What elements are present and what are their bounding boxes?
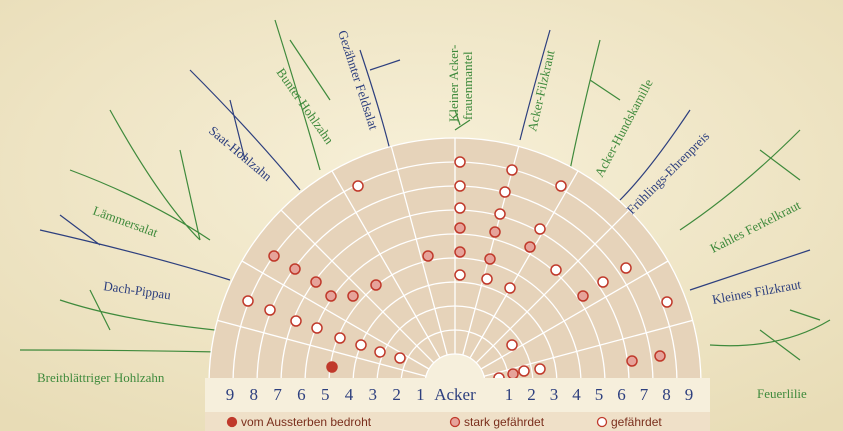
scale-label: 9	[685, 385, 694, 404]
status-dot	[482, 274, 492, 284]
status-dot	[455, 247, 465, 257]
status-dot	[423, 251, 433, 261]
status-dot	[556, 181, 566, 191]
legend-label: vom Aussterben bedroht	[241, 415, 372, 429]
status-dot	[535, 224, 545, 234]
status-dot	[312, 323, 322, 333]
status-dot	[485, 254, 495, 264]
scale-label: 7	[273, 385, 282, 404]
status-dot	[265, 305, 275, 315]
status-dot	[269, 251, 279, 261]
status-dot	[662, 297, 672, 307]
scale-label: 5	[321, 385, 330, 404]
status-dot	[508, 369, 518, 379]
legend-label: stark gefährdet	[464, 415, 545, 429]
status-dot	[326, 291, 336, 301]
scale-label: 5	[595, 385, 604, 404]
status-dot	[598, 277, 608, 287]
status-dot	[455, 181, 465, 191]
scale-label: 4	[572, 385, 581, 404]
scale-label: 3	[550, 385, 559, 404]
status-dot	[375, 347, 385, 357]
status-dot	[348, 291, 358, 301]
legend-marker	[228, 418, 237, 427]
status-dot	[455, 223, 465, 233]
status-dot	[500, 187, 510, 197]
infographic: Breitblättriger Hohlzahn Dach-Pippau Läm…	[0, 0, 843, 431]
scale-label: 9	[226, 385, 235, 404]
status-dot	[335, 333, 345, 343]
scale-label: 6	[297, 385, 306, 404]
status-dot	[627, 356, 637, 366]
scale-label: 8	[662, 385, 671, 404]
status-dot	[243, 296, 253, 306]
status-dot	[551, 265, 561, 275]
status-dot	[490, 227, 500, 237]
species-label: frauenmantel	[460, 51, 475, 120]
status-dot	[455, 203, 465, 213]
status-dot	[290, 264, 300, 274]
scale-label: 3	[369, 385, 378, 404]
scale-center: Acker	[434, 385, 476, 404]
scale-label: 1	[416, 385, 425, 404]
scale-label: 4	[345, 385, 354, 404]
status-dot	[535, 364, 545, 374]
legend-marker	[598, 418, 607, 427]
status-dot	[525, 242, 535, 252]
status-dot	[519, 366, 529, 376]
status-dot	[395, 353, 405, 363]
status-dot	[495, 209, 505, 219]
species-label: Breitblättriger Hohlzahn	[37, 370, 165, 385]
legend-label: gefährdet	[611, 415, 662, 429]
status-dot	[353, 181, 363, 191]
status-dot	[505, 283, 515, 293]
status-dot	[371, 280, 381, 290]
species-label: Kleiner Acker-	[446, 45, 461, 122]
scale-label: 6	[617, 385, 626, 404]
status-dot	[621, 263, 631, 273]
scale-label: 2	[392, 385, 401, 404]
status-dot	[655, 351, 665, 361]
scale-label: 7	[640, 385, 649, 404]
status-dot	[507, 340, 517, 350]
legend-marker	[451, 418, 460, 427]
status-dot	[455, 270, 465, 280]
status-dot	[578, 291, 588, 301]
status-dot	[327, 362, 337, 372]
status-dot	[311, 277, 321, 287]
species-label: Feuerlilie	[757, 386, 807, 401]
status-dot	[507, 165, 517, 175]
scale-label: 1	[505, 385, 514, 404]
scale-label: 2	[527, 385, 536, 404]
scale-label: 8	[250, 385, 259, 404]
status-dot	[291, 316, 301, 326]
status-dot	[455, 157, 465, 167]
status-dot	[356, 340, 366, 350]
